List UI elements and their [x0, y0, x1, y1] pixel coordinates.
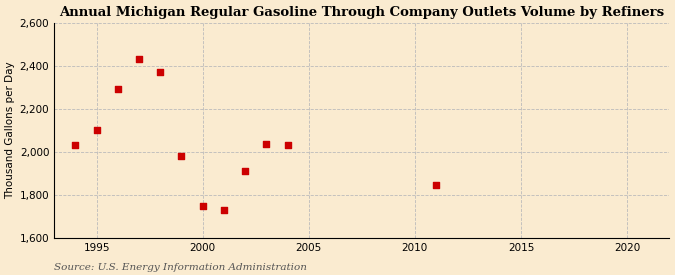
Point [240, 169, 250, 174]
Text: Source: U.S. Energy Information Administration: Source: U.S. Energy Information Administ… [54, 263, 307, 272]
Point [176, 154, 187, 158]
Point [91, 128, 102, 133]
Y-axis label: Thousand Gallons per Day: Thousand Gallons per Day [5, 62, 16, 199]
Point [219, 208, 230, 212]
Point [113, 87, 124, 92]
Point [134, 57, 144, 61]
Title: Annual Michigan Regular Gasoline Through Company Outlets Volume by Refiners: Annual Michigan Regular Gasoline Through… [59, 6, 664, 18]
Point [70, 143, 81, 148]
Point [261, 142, 272, 147]
Point [155, 70, 165, 74]
Point [282, 143, 293, 148]
Point [197, 204, 208, 208]
Point [431, 183, 441, 188]
